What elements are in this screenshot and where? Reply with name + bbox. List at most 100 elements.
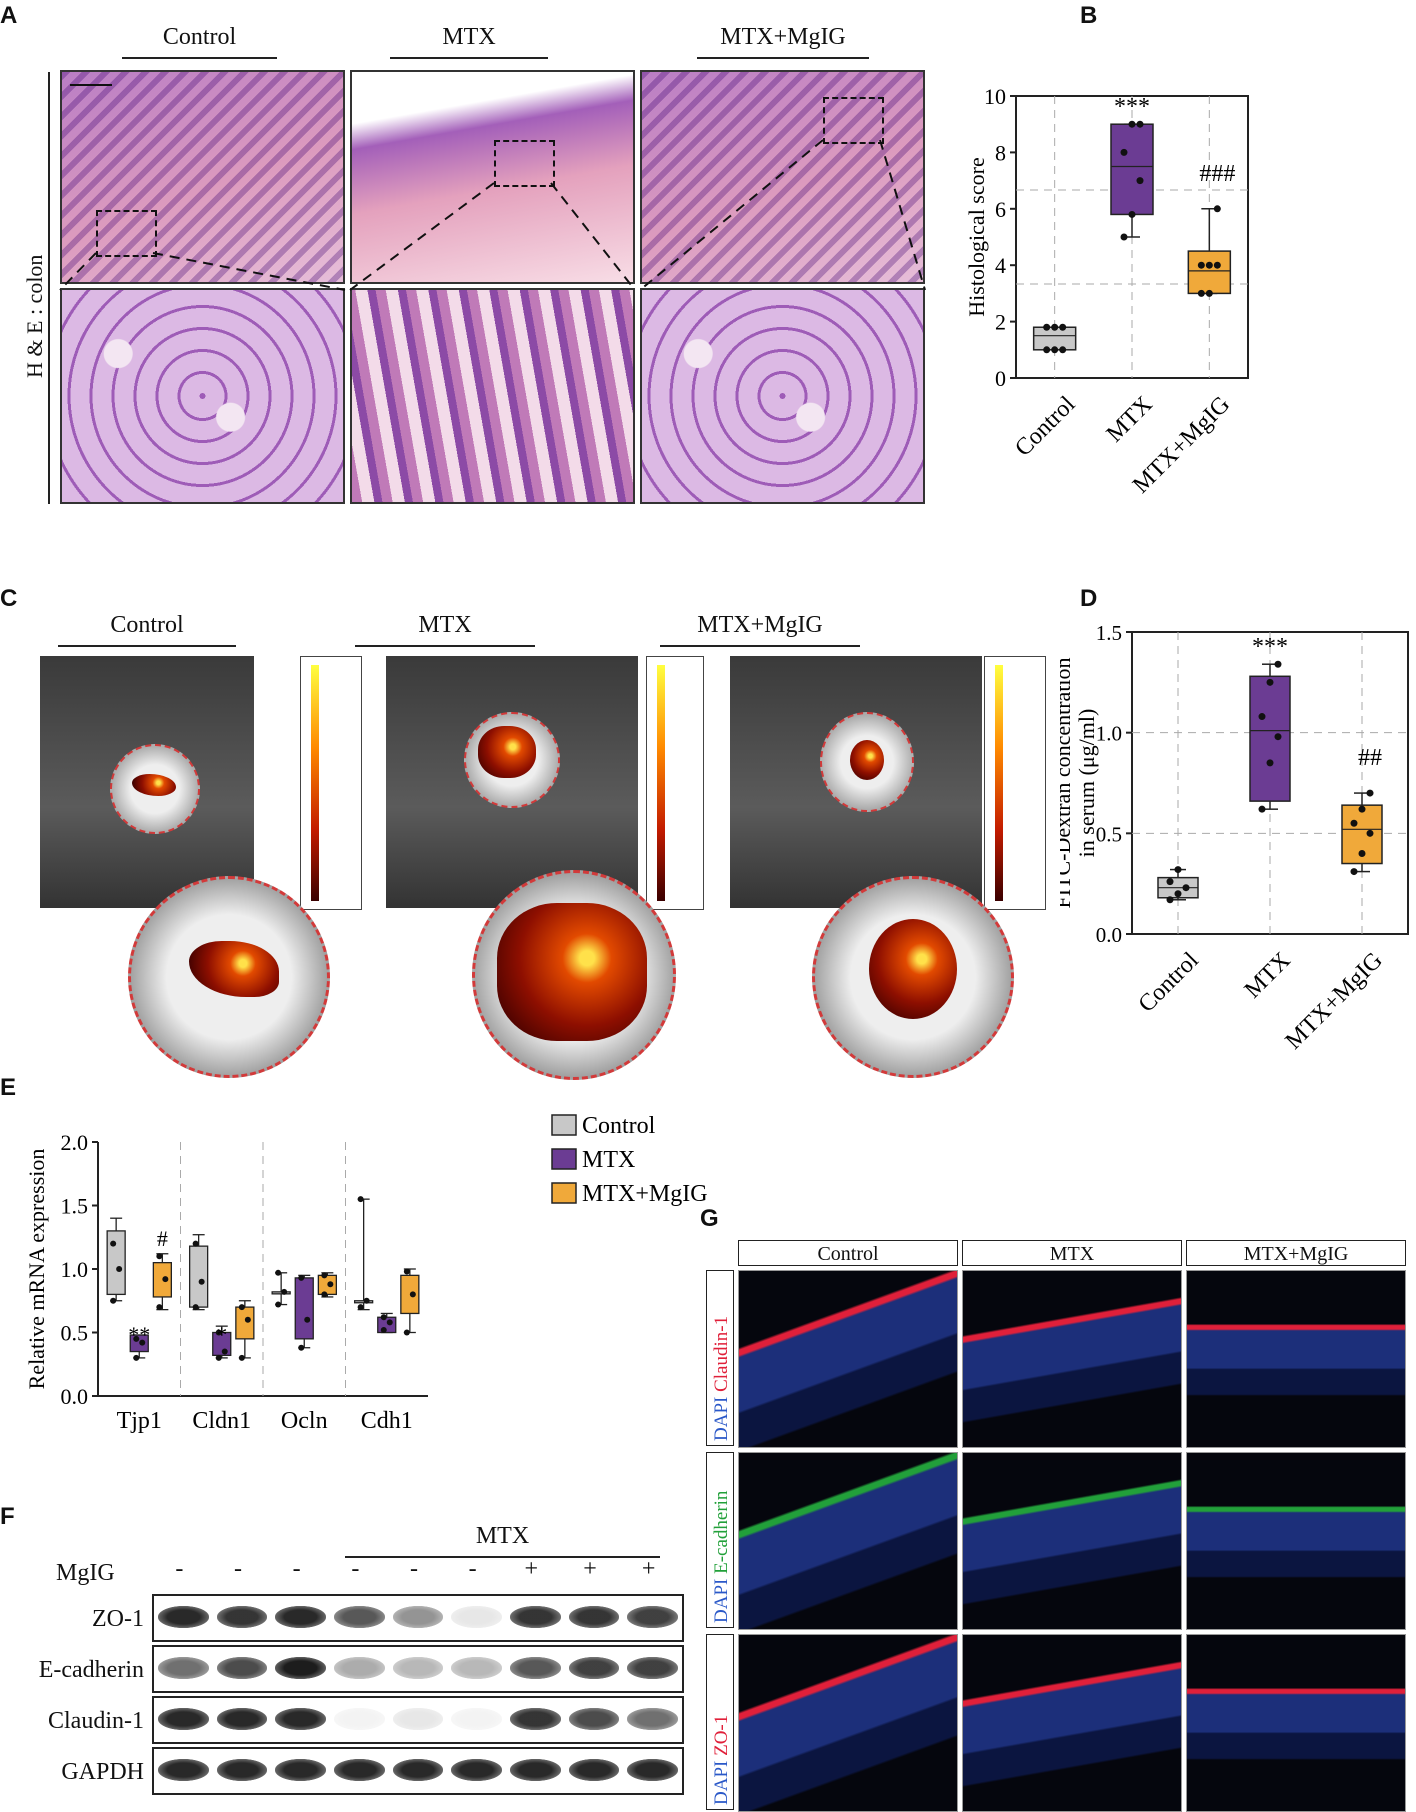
ivis-mouse-mtx-image [386,656,638,908]
data-point [1059,323,1067,331]
data-point [1174,890,1182,898]
colhead-a-mtx: MTX [390,24,548,59]
if-image [1186,1270,1406,1448]
data-point [1136,177,1144,185]
blot-label: GAPDH [61,1759,144,1785]
blot-band [510,1657,561,1679]
mgig-sign: - [175,1556,184,1582]
data-point [380,1326,387,1333]
fluorescence-signal [132,774,176,796]
blot-band [451,1759,502,1781]
y-tick-label: 0.5 [1096,822,1122,846]
marker-label: ZO-1 [711,1714,732,1761]
y-tick-label: 8 [995,140,1006,165]
data-point [1120,148,1128,156]
data-point [1350,819,1358,827]
x-tick-label: MTX [1240,947,1296,1003]
box-MTX+MgIG [235,1306,255,1340]
x-tick-label: MTX+MgIG [1281,947,1388,1054]
fluorescence-signal [497,903,647,1041]
y-axis-label: in serum (μg/ml) [1074,709,1099,858]
data-point [133,1354,140,1361]
data-point [1258,713,1266,721]
panel-label-a: A [0,2,18,29]
panel-label-e: E [0,1074,17,1101]
data-point [298,1274,305,1281]
data-point [221,1348,228,1355]
data-point [162,1276,169,1283]
ivis-colorbar [300,656,362,910]
blot-band [216,1606,268,1628]
y-tick-label: 1.5 [61,1194,89,1219]
x-tick-label: Tjp1 [117,1408,162,1434]
data-point [238,1354,245,1361]
y-tick-label: 10 [984,84,1006,109]
data-point [1059,346,1067,354]
data-point [1174,866,1182,874]
data-point [281,1288,288,1295]
box-MTX [1110,123,1154,216]
data-point [1197,289,1205,297]
colhead-c-mgig: MTX+MgIG [660,612,860,647]
if-image [738,1634,958,1812]
data-point [1350,868,1358,876]
blot-band [451,1708,502,1730]
blot-band [627,1708,678,1730]
zoom-region-box [823,97,884,144]
x-tick-label: Cdh1 [361,1408,413,1434]
data-point [1166,878,1174,886]
data-point [110,1297,117,1304]
blot-label: ZO-1 [92,1606,144,1632]
blot-label: Claudin-1 [48,1708,144,1734]
data-point [1358,849,1366,857]
colhead-a-mgig: MTX+MgIG [697,24,869,59]
data-point [198,1278,205,1285]
mgig-sign: - [292,1556,301,1582]
data-point [1358,805,1366,813]
blot-band [392,1606,444,1628]
zoom-region-box [494,140,555,187]
data-point [1205,289,1213,297]
data-point [133,1335,140,1342]
blot-band [275,1759,326,1781]
data-point [1166,896,1174,904]
box-Control [188,1245,209,1308]
blot-band [216,1708,268,1730]
panel-label-b: B [1080,2,1098,29]
panel-label-g: G [700,1205,719,1232]
if-row-label: DAPI ZO-1 [706,1634,734,1810]
data-point [238,1304,245,1311]
mgig-sign: - [233,1556,242,1582]
ivis-zoom-control [128,876,330,1078]
he-mtx-overview-image [350,70,635,284]
data-point [1366,829,1374,837]
zoom-region-box [96,210,157,257]
blot-band [568,1657,620,1679]
legend-swatch [551,1148,577,1170]
data-point [363,1297,370,1304]
significance-mark: ** [128,1322,150,1347]
roi-circle [820,712,914,812]
box-MTX+MgIG [152,1261,173,1298]
y-axis-label: Histological score [964,157,989,316]
y-tick-label: 4 [995,253,1006,278]
colhead-a-control: Control [122,24,277,59]
data-point [116,1266,123,1272]
mgig-sign: - [409,1556,418,1582]
ivis-zoom-mtx [472,870,676,1080]
significance-mark: *** [1114,94,1150,120]
fluorescence-signal [850,740,884,780]
y-tick-label: 1.0 [61,1257,89,1282]
data-point [321,1272,328,1279]
dapi-label: DAPI [711,1578,732,1623]
data-point [357,1196,364,1203]
fitc-dextran-chart: 0.0 0.5 1.0 1.5 FITC-Dextran concentration in… [1060,621,1409,1055]
marker-label: Claudin-1 [711,1315,732,1397]
blot-band [216,1657,268,1679]
if-header: MTX+MgIG [1186,1240,1406,1266]
y-tick-label: 0.0 [1096,923,1122,947]
box-MTX [294,1277,314,1340]
mgig-sign: - [351,1556,360,1582]
if-image [738,1452,958,1630]
mgig-row-label: MgIG [56,1560,115,1586]
